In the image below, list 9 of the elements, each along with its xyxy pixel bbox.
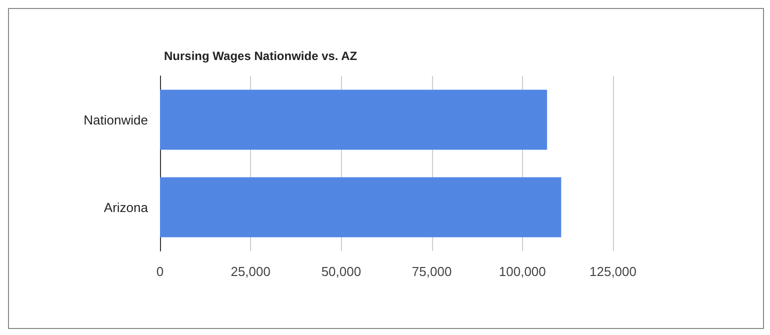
y-tick-label: Nationwide (84, 112, 148, 128)
chart-title: Nursing Wages Nationwide vs. AZ (164, 49, 358, 63)
x-tick-label: 25,000 (230, 264, 270, 279)
x-tick-label: 75,000 (412, 264, 452, 279)
x-tick-label: 125,000 (590, 264, 636, 279)
x-tick-label: 100,000 (498, 264, 546, 279)
x-tick-label: 50,000 (321, 264, 362, 279)
y-tick-label: Arizona (104, 200, 149, 215)
x-tick-label: 0 (156, 264, 164, 279)
